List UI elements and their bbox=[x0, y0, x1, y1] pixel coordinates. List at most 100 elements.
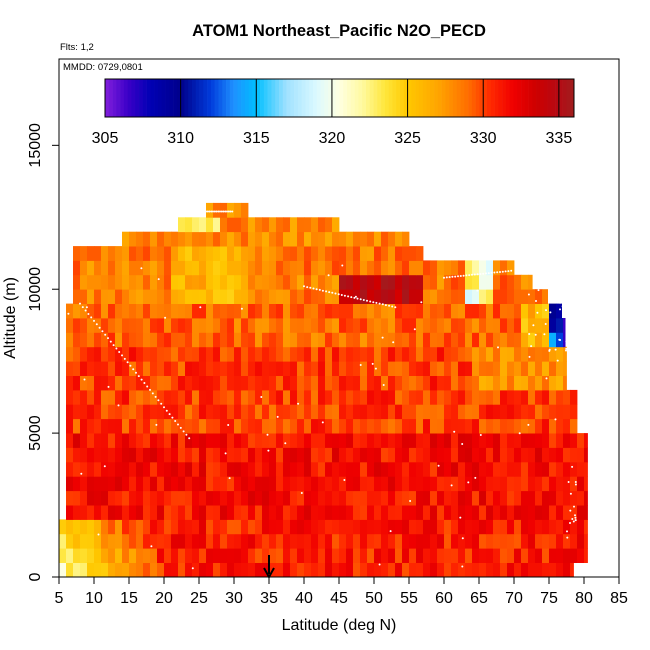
colorbar-segment bbox=[286, 79, 291, 117]
heatmap-cell bbox=[311, 289, 319, 304]
heatmap-cell bbox=[381, 289, 389, 304]
heatmap-cell bbox=[374, 375, 382, 391]
heatmap-cell bbox=[136, 562, 144, 578]
heatmap-cell bbox=[437, 548, 445, 563]
heatmap-cell bbox=[409, 447, 417, 463]
colorbar-segment bbox=[301, 79, 306, 117]
heatmap-cell bbox=[381, 548, 389, 563]
heatmap-cell bbox=[185, 375, 193, 391]
heatmap-cell bbox=[325, 548, 333, 563]
heatmap-cell bbox=[262, 375, 270, 391]
heatmap-cell bbox=[430, 274, 438, 290]
heatmap-cell bbox=[325, 461, 333, 477]
heatmap-cell bbox=[325, 361, 333, 376]
heatmap-cell bbox=[241, 562, 249, 578]
heatmap-cell bbox=[213, 389, 221, 405]
heatmap-cell bbox=[283, 289, 291, 304]
heatmap-cell bbox=[290, 548, 298, 563]
heatmap-cell bbox=[178, 303, 186, 319]
heatmap-cell bbox=[409, 303, 417, 319]
x-tick-label: 80 bbox=[575, 590, 593, 607]
heatmap-cell bbox=[500, 274, 508, 290]
heatmap-cell bbox=[416, 447, 424, 463]
heatmap-cell bbox=[311, 260, 319, 276]
colorbar-segment bbox=[260, 79, 265, 117]
heatmap-cell bbox=[304, 548, 312, 563]
heatmap-cell bbox=[80, 318, 88, 333]
track-point bbox=[343, 294, 346, 297]
heatmap-cell bbox=[94, 361, 102, 376]
track-point bbox=[117, 404, 120, 407]
heatmap-cell bbox=[493, 318, 501, 333]
heatmap-cell bbox=[220, 318, 228, 333]
heatmap-cell bbox=[87, 433, 95, 448]
heatmap-cell bbox=[192, 332, 200, 348]
heatmap-cell bbox=[129, 289, 137, 304]
heatmap-cell bbox=[234, 548, 242, 563]
heatmap-cell bbox=[171, 404, 179, 420]
heatmap-cell bbox=[80, 332, 88, 348]
heatmap-cell bbox=[290, 260, 298, 276]
track-point bbox=[174, 420, 177, 422]
heatmap-cell bbox=[507, 375, 515, 391]
heatmap-cell bbox=[416, 490, 424, 506]
heatmap-cell bbox=[290, 389, 298, 405]
track-point bbox=[496, 271, 499, 274]
heatmap-cell bbox=[234, 461, 242, 477]
track-point bbox=[374, 367, 377, 370]
heatmap-cell bbox=[171, 303, 179, 319]
heatmap-cell bbox=[108, 389, 116, 405]
heatmap-cell bbox=[395, 418, 403, 434]
heatmap-cell bbox=[528, 318, 536, 333]
heatmap-cell bbox=[122, 476, 130, 492]
heatmap-cell bbox=[143, 505, 151, 520]
heatmap-cell bbox=[73, 303, 81, 319]
heatmap-cell bbox=[402, 433, 410, 448]
heatmap-cell bbox=[290, 490, 298, 506]
heatmap-cell bbox=[192, 433, 200, 448]
heatmap-cell bbox=[178, 418, 186, 434]
heatmap-cell bbox=[325, 418, 333, 434]
heatmap-cell bbox=[255, 533, 263, 549]
heatmap-cell bbox=[374, 332, 382, 348]
heatmap-cell bbox=[276, 318, 284, 333]
heatmap-cell bbox=[500, 562, 508, 578]
heatmap-cell bbox=[416, 562, 424, 578]
heatmap-cell bbox=[241, 490, 249, 506]
heatmap-cell bbox=[297, 260, 305, 276]
track-point bbox=[297, 402, 300, 405]
heatmap-cell bbox=[346, 375, 354, 391]
heatmap-cell bbox=[94, 433, 102, 448]
track-point bbox=[198, 210, 200, 213]
heatmap-cell bbox=[276, 303, 284, 319]
heatmap-cell bbox=[493, 433, 501, 448]
colorbar-segment bbox=[320, 79, 325, 117]
heatmap-cell bbox=[458, 533, 466, 549]
heatmap-cell bbox=[514, 548, 522, 563]
heatmap-cell bbox=[136, 418, 144, 434]
heatmap-cell bbox=[374, 389, 382, 405]
track-point bbox=[473, 273, 476, 276]
track-point bbox=[97, 533, 100, 536]
heatmap-cell bbox=[150, 476, 158, 492]
heatmap-cell bbox=[451, 260, 459, 276]
heatmap-cell bbox=[269, 447, 277, 463]
heatmap-cell bbox=[346, 346, 354, 362]
heatmap-cell bbox=[402, 332, 410, 348]
heatmap-cell bbox=[80, 246, 88, 261]
heatmap-cell bbox=[227, 389, 235, 405]
heatmap-cell bbox=[458, 433, 466, 448]
heatmap-cell bbox=[136, 246, 144, 261]
heatmap-cell bbox=[423, 447, 431, 463]
heatmap-cell bbox=[171, 289, 179, 304]
heatmap-cell bbox=[367, 476, 375, 492]
track-point bbox=[107, 337, 109, 340]
heatmap-cell bbox=[199, 217, 207, 233]
heatmap-cell bbox=[290, 476, 298, 492]
heatmap-cell bbox=[199, 548, 207, 563]
heatmap-cell bbox=[570, 461, 578, 477]
heatmap-cell bbox=[157, 418, 165, 434]
heatmap-cell bbox=[535, 548, 543, 563]
colorbar-segment bbox=[400, 79, 405, 117]
